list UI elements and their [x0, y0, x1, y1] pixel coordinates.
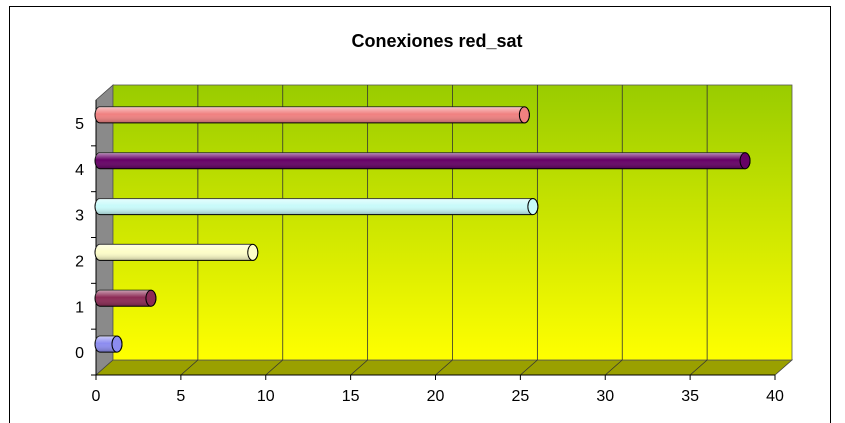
- chart-title: Conexiones red_sat: [351, 31, 522, 51]
- bar-shine-3: [95, 198, 538, 215]
- bar-shine-4: [95, 152, 751, 169]
- gridline-floor: [689, 359, 708, 376]
- bar-cap-5: [518, 106, 530, 124]
- bar-shine-5: [95, 106, 530, 123]
- bar-shine-2: [95, 244, 258, 261]
- bar-cap-3: [527, 198, 539, 216]
- bar-cap-0: [111, 335, 123, 353]
- bar-cap-2: [247, 243, 259, 261]
- x-tick-label: 15: [342, 388, 360, 405]
- x-tick-label: 25: [511, 388, 529, 405]
- y-tick-label: 1: [75, 299, 84, 316]
- x-tick-label: 30: [596, 388, 614, 405]
- gridline-floor: [180, 359, 199, 376]
- y-tick-label: 3: [75, 208, 84, 225]
- gridline-floor: [604, 359, 623, 376]
- gridline-floor: [265, 359, 284, 376]
- y-tick-label: 2: [75, 253, 84, 270]
- gridline-floor: [520, 359, 538, 376]
- y-tick-label: 0: [75, 345, 84, 362]
- x-tick-label: 35: [681, 388, 699, 405]
- x-tick-label: 10: [257, 388, 275, 405]
- side-wall: [95, 84, 114, 376]
- y-tick-label: 5: [75, 116, 84, 133]
- x-tick-label: 20: [427, 388, 445, 405]
- x-tick-label: 0: [92, 388, 101, 405]
- plot-area: 0 5 10 15 20 25 30 35 40 0 1 2 3 4 5: [75, 84, 794, 405]
- y-tick-label: 4: [75, 162, 84, 179]
- x-tick-label: 5: [176, 388, 185, 405]
- gridline-floor: [435, 359, 453, 376]
- bar-shine-1: [95, 290, 156, 307]
- bar-cap-4: [739, 152, 751, 170]
- bar-cap-1: [145, 289, 157, 307]
- gridline-floor: [350, 359, 368, 376]
- x-tick-label: 40: [766, 388, 784, 405]
